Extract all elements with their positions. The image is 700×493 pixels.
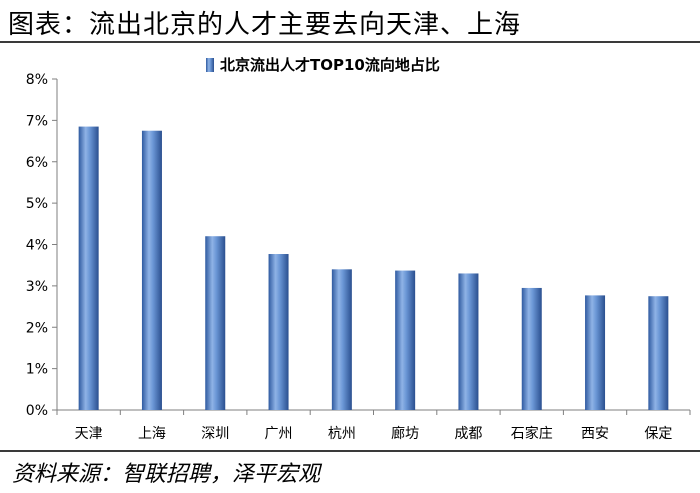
chart-title: 图表：流出北京的人才主要去向天津、上海: [8, 10, 522, 40]
y-tick-label: 5%: [26, 196, 48, 212]
bar-2: [141, 130, 162, 410]
x-axis-labels: 天津 上海 深圳 广州 杭州 廊坊 成都 石家庄 西安 保定: [75, 425, 673, 442]
source-divider: [0, 450, 700, 452]
x-tick-label: 西安: [581, 426, 609, 442]
y-tick-label: 0%: [26, 403, 48, 419]
x-tick-label: 广州: [265, 426, 293, 442]
bar-chart: 北京流出人才TOP10流向地占比 天津 上海 深圳 广州 杭州 廊坊 成都 石家庄 西安 保定 0…: [26, 56, 691, 442]
chart-legend: 北京流出人才TOP10流向地占比: [206, 56, 440, 74]
bar-9: [585, 295, 606, 410]
y-tick-label: 6%: [26, 155, 48, 171]
bar-3: [205, 236, 226, 410]
title-divider: [0, 41, 700, 43]
y-axis-labels: 0% 1% 2% 3% 4% 5% 6% 7% 8%: [26, 72, 48, 419]
x-tick-label: 成都: [454, 426, 482, 442]
bar-6: [395, 270, 416, 410]
legend-label: 北京流出人才TOP10流向地占比: [220, 56, 440, 74]
y-tick-label: 3%: [26, 279, 48, 295]
bar-4: [268, 254, 289, 410]
y-tick-label: 2%: [26, 320, 48, 336]
bar-1: [78, 126, 99, 411]
x-tick-label: 天津: [75, 426, 103, 442]
y-tick-label: 8%: [26, 72, 48, 88]
x-tick-label: 杭州: [328, 426, 356, 442]
bar-7: [458, 273, 479, 410]
x-tick-label: 上海: [138, 426, 166, 442]
x-tick-label: 保定: [644, 426, 672, 442]
legend-swatch: [206, 58, 214, 72]
chart-axes: [52, 78, 691, 415]
chart-bars: [78, 126, 669, 411]
bar-8: [521, 287, 542, 410]
y-tick-label: 1%: [26, 362, 48, 378]
x-tick-label: 深圳: [201, 426, 229, 442]
bar-5: [331, 269, 352, 410]
y-tick-label: 7%: [26, 113, 48, 129]
x-tick-label: 廊坊: [391, 425, 419, 442]
x-tick-label: 石家庄: [511, 425, 553, 442]
bar-10: [648, 296, 669, 410]
source-note: 资料来源：智联招聘，泽平宏观: [12, 462, 321, 487]
y-tick-label: 4%: [26, 238, 48, 254]
